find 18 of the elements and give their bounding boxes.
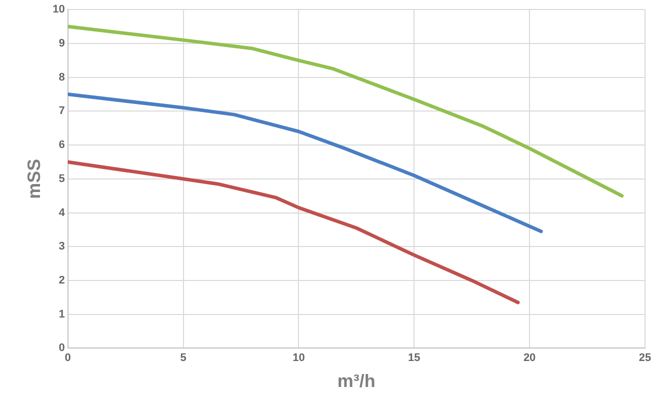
- y-tick-label: 7: [58, 105, 65, 118]
- y-tick-label: 6: [58, 139, 65, 152]
- x-tick-label: 5: [180, 352, 186, 364]
- y-tick-label: 1: [58, 308, 65, 320]
- x-axis-title: m³/h: [337, 371, 376, 392]
- x-tick-label: 20: [523, 352, 536, 364]
- y-tick-label: 8: [58, 71, 65, 84]
- y-tick-label: 4: [58, 206, 66, 219]
- y-tick-label: 3: [58, 240, 65, 253]
- y-tick-label: 0: [58, 342, 65, 354]
- y-tick-label: 9: [58, 37, 65, 50]
- y-axis-title: mSS: [24, 158, 44, 199]
- x-tick-label: 10: [292, 352, 305, 364]
- x-tick-label: 25: [638, 352, 652, 364]
- y-tick-label: 5: [58, 172, 65, 185]
- x-tick-label: 15: [408, 352, 420, 364]
- y-tick-label: 10: [52, 4, 65, 16]
- y-tick-label: 2: [58, 274, 65, 287]
